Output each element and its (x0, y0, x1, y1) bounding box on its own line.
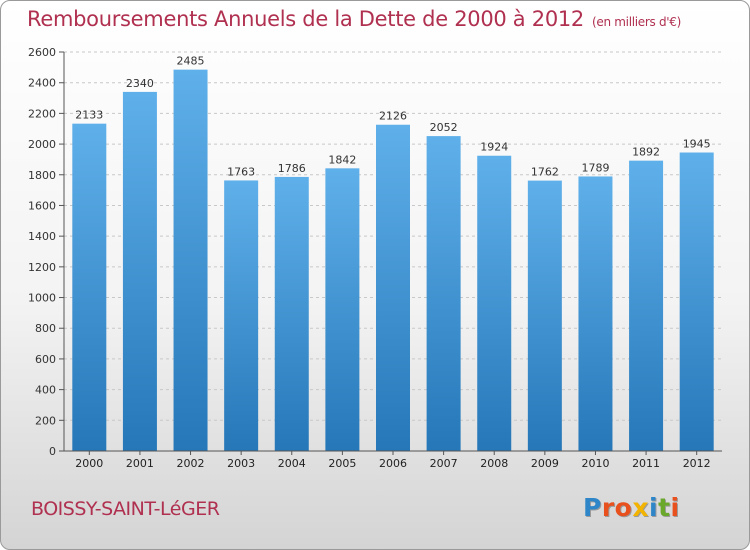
x-tick-label: 2008 (480, 457, 508, 470)
y-tick-label: 2200 (28, 107, 56, 120)
logo-letter: i (670, 493, 680, 522)
x-tick-label: 2003 (227, 457, 255, 470)
y-tick-label: 1400 (28, 230, 56, 243)
logo-letter: r (601, 493, 615, 522)
logo-letter: P (583, 493, 602, 522)
data-label-2009: 1762 (531, 166, 559, 179)
y-tick-label: 0 (49, 445, 56, 458)
data-label-2000: 2133 (75, 109, 103, 122)
y-tick-label: 400 (35, 384, 56, 397)
bar-2006 (376, 124, 410, 451)
data-label-2008: 1924 (480, 141, 508, 154)
chart-subtitle: (en milliers d'€) (592, 15, 682, 29)
x-tick-label: 2004 (278, 457, 306, 470)
y-tick-label: 2400 (28, 77, 56, 90)
y-tick-label: 1000 (28, 292, 56, 305)
bar-2011 (629, 160, 664, 452)
data-label-2012: 1945 (683, 138, 711, 151)
proxiti-logo[interactable]: Proxiti (583, 493, 680, 522)
x-tick-label: 2006 (379, 457, 407, 470)
logo-letter: x (632, 493, 649, 522)
data-label-2005: 1842 (328, 153, 356, 166)
bars-group: 2133 2340 2485 1763 1786 1842 2126 2052 1924 1762… (72, 55, 714, 452)
data-label-2006: 2126 (379, 110, 407, 123)
data-label-2007: 2052 (430, 121, 458, 134)
y-tick-label: 600 (35, 353, 56, 366)
bar-2010 (578, 176, 613, 451)
y-tick-label: 1200 (28, 261, 56, 274)
bar-2005 (325, 168, 360, 451)
x-tick-label: 2001 (126, 457, 154, 470)
x-tick-label: 2007 (430, 457, 458, 470)
bar-2007 (426, 136, 461, 451)
logo-letter: t (658, 493, 671, 522)
data-label-2011: 1892 (632, 146, 660, 159)
y-tick-label: 1600 (28, 199, 56, 212)
bar-2003 (224, 180, 259, 451)
bar-2009 (527, 180, 562, 451)
y-tick-label: 2600 (28, 46, 56, 59)
bar-2000 (72, 123, 107, 452)
bar-2008 (477, 155, 512, 452)
y-tick-label: 800 (35, 322, 56, 335)
y-axis: 0 200 400 600 800 1000 1200 1400 1600 1800 2000 220… (28, 46, 65, 458)
bar-2004 (274, 176, 309, 451)
data-label-2004: 1786 (278, 162, 306, 175)
chart-title: Remboursements Annuels de la Dette de 20… (27, 7, 681, 31)
data-label-2010: 1789 (581, 161, 609, 174)
bar-2001 (122, 91, 157, 452)
data-label-2002: 2485 (177, 55, 205, 68)
y-tick-label: 1800 (28, 169, 56, 182)
y-tick-label: 2000 (28, 138, 56, 151)
bar-2002 (173, 69, 208, 452)
x-tick-label: 2012 (683, 457, 711, 470)
data-label-2003: 1763 (227, 165, 255, 178)
x-tick-label: 2009 (531, 457, 559, 470)
x-tick-label: 2005 (328, 457, 356, 470)
data-label-2001: 2340 (126, 77, 154, 90)
x-tick-label: 2011 (632, 457, 660, 470)
chart-title-text: Remboursements Annuels de la Dette de 20… (27, 7, 584, 31)
x-tick-label: 2010 (581, 457, 609, 470)
logo-letter: i (649, 493, 659, 522)
commune-name: BOISSY-SAINT-LéGER (31, 498, 220, 520)
y-tick-label: 200 (35, 414, 56, 427)
x-tick-label: 2002 (177, 457, 205, 470)
x-axis: 2000 2001 2002 2003 2004 2005 2006 2007 2008 2009… (64, 450, 722, 470)
logo-letter: o (614, 493, 633, 522)
bar-2012 (679, 152, 714, 451)
x-tick-label: 2000 (75, 457, 103, 470)
